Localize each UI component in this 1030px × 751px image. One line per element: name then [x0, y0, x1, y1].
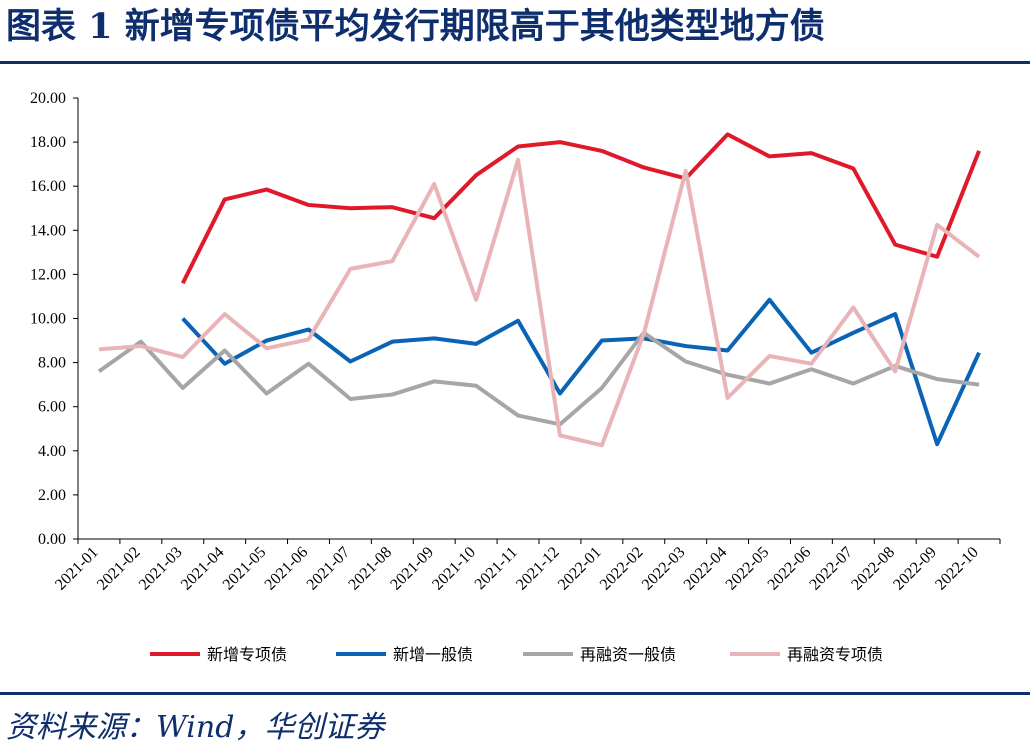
x-tick-label: 2022-08	[848, 544, 898, 594]
y-tick-label: 0.00	[38, 531, 66, 548]
series-line-1	[180, 132, 981, 285]
x-tick-label: 2021-11	[472, 544, 521, 593]
y-tick-label: 10.00	[30, 311, 66, 328]
y-tick-label: 14.00	[30, 222, 66, 239]
x-tick-label: 2021-07	[304, 544, 354, 594]
series-line-3	[97, 330, 980, 427]
legend-label-2: 新增一般债	[393, 645, 473, 664]
y-tick-label: 12.00	[30, 266, 66, 283]
chart-title: 图表 1 新增专项债平均发行期限高于其他类型地方债	[6, 6, 825, 47]
series-line-2	[181, 297, 981, 447]
x-tick-label: 2022-09	[890, 544, 940, 594]
x-tick-label: 2021-01	[52, 544, 102, 594]
legend-label-1: 新增专项债	[207, 645, 287, 664]
y-tick-label: 8.00	[38, 355, 66, 372]
x-tick-label: 2022-03	[639, 544, 689, 594]
x-tick-label: 2021-08	[345, 544, 395, 594]
source-note: 资料来源：Wind，华创证券	[6, 710, 385, 745]
x-tick-label: 2022-10	[932, 544, 982, 594]
y-tick-label: 18.00	[30, 134, 66, 151]
bottom-divider	[0, 692, 1030, 695]
x-tick-label: 2022-02	[597, 544, 647, 594]
x-tick-label: 2022-01	[555, 544, 605, 594]
x-tick-label: 2021-04	[178, 544, 228, 594]
x-tick-label: 2021-03	[136, 544, 186, 594]
y-tick-label: 6.00	[38, 399, 66, 416]
legend-label-3: 再融资一般债	[580, 645, 676, 664]
x-tick-label: 2022-07	[806, 544, 856, 594]
x-tick-label: 2022-04	[681, 544, 731, 594]
x-tick-label: 2021-05	[220, 544, 270, 594]
x-tick-label: 2021-02	[94, 544, 144, 594]
x-tick-label: 2021-10	[429, 544, 479, 594]
y-tick-label: 20.00	[30, 90, 66, 107]
x-tick-label: 2021-09	[387, 544, 437, 594]
x-tick-label: 2022-06	[765, 544, 815, 594]
chart-legend: 新增专项债 新增一般债 再融资一般债 再融资专项债	[150, 645, 883, 664]
x-tick-label: 2021-12	[513, 544, 563, 594]
chart-series	[97, 132, 981, 448]
y-tick-label: 4.00	[38, 443, 66, 460]
y-tick-label: 2.00	[38, 487, 66, 504]
series-line-4	[98, 157, 981, 448]
x-tick-label: 2022-05	[723, 544, 773, 594]
y-tick-label: 16.00	[30, 178, 66, 195]
line-chart: 0.00 2.00 4.00 6.00 8.00 10.00 12.00 14.00 16.00…	[30, 90, 1001, 664]
x-tick-label: 2021-06	[262, 544, 312, 594]
legend-label-4: 再融资专项债	[787, 645, 883, 664]
top-divider	[0, 61, 1030, 64]
